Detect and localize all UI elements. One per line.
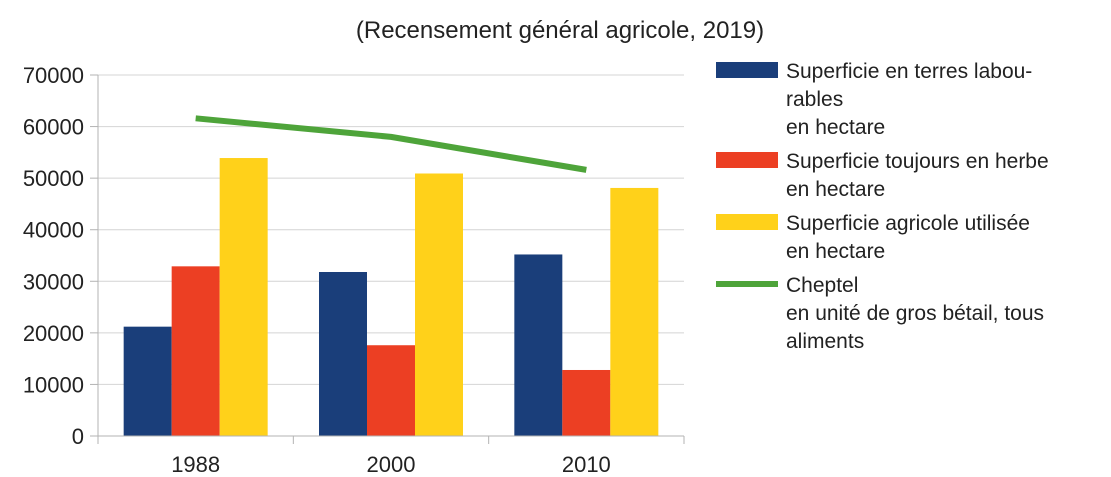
- y-tick-label: 20000: [23, 321, 84, 346]
- bar-2-1988: [219, 158, 268, 436]
- y-tick-label: 30000: [23, 269, 84, 294]
- bar-2-2000: [415, 173, 463, 436]
- bar-0-1988: [123, 326, 172, 436]
- legend-label: en unité de gros bétail, tous: [786, 302, 1044, 325]
- legend-label: aliments: [786, 330, 864, 353]
- legend-label: en hectare: [786, 240, 885, 263]
- axes: 0 10000 20000 30000 40000 50000 60000 70000 1988…: [23, 63, 685, 477]
- x-tick-label: 1988: [171, 452, 220, 477]
- line-series: [195, 115, 587, 173]
- bar-2-2010: [610, 187, 659, 436]
- legend-swatch: [716, 62, 778, 78]
- legend-label: Superficie toujours en herbe: [786, 150, 1049, 173]
- bar-0-2010: [514, 254, 563, 436]
- x-tick-label: 2010: [562, 452, 611, 477]
- bar-1-2000: [367, 345, 415, 436]
- legend-label: en hectare: [786, 116, 885, 139]
- y-tick-label: 70000: [23, 63, 84, 88]
- legend-item: Superficie agricole utilisée en hectare: [716, 212, 1030, 263]
- legend-item: Cheptel en unité de gros bétail, tous alim…: [716, 274, 1044, 353]
- y-tick-label: 60000: [23, 115, 84, 140]
- legend-label: Superficie agricole utilisée: [786, 212, 1030, 235]
- legend-swatch: [716, 152, 778, 168]
- y-tick-label: 10000: [23, 372, 84, 397]
- bars: [123, 158, 659, 436]
- legend-label: rables: [786, 88, 843, 111]
- legend-label: en hectare: [786, 178, 885, 201]
- legend-swatch: [716, 214, 778, 230]
- legend-swatch: [716, 281, 778, 287]
- legend-item: Superficie toujours en herbe en hectare: [716, 150, 1049, 201]
- y-tick-label: 40000: [23, 218, 84, 243]
- y-tick-label: 0: [72, 424, 84, 449]
- bar-1-1988: [171, 266, 220, 436]
- bar-1-2010: [562, 369, 611, 436]
- legend-label: Cheptel: [786, 274, 858, 297]
- bar-0-2000: [319, 272, 367, 436]
- legend-label: Superficie en terres labou-: [786, 60, 1032, 83]
- legend: Superficie en terres labou-rables en hect…: [716, 60, 1049, 353]
- chart-title: (Recensement général agricole, 2019): [356, 17, 764, 44]
- x-tick-label: 2000: [367, 452, 416, 477]
- legend-item: Superficie en terres labou-rables en hect…: [716, 60, 1032, 139]
- y-tick-label: 50000: [23, 166, 84, 191]
